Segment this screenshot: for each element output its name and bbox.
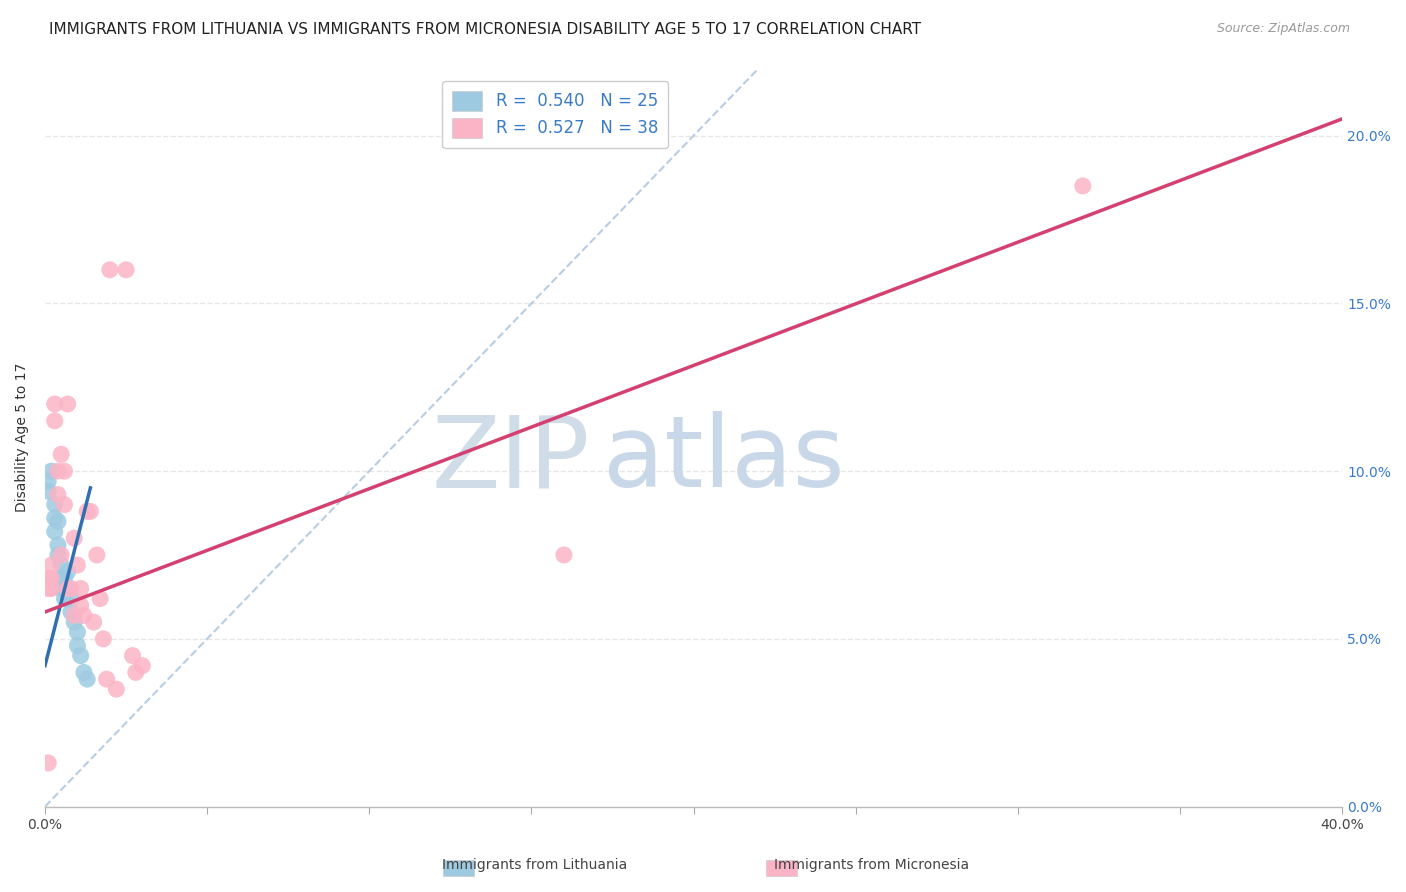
Point bbox=[53, 591, 76, 606]
Text: atlas: atlas bbox=[603, 411, 845, 508]
Point bbox=[44, 511, 66, 525]
Point bbox=[1071, 178, 1094, 193]
Point bbox=[66, 558, 89, 572]
Point bbox=[96, 672, 118, 686]
Point bbox=[37, 484, 59, 499]
Point bbox=[41, 572, 63, 586]
Point bbox=[53, 464, 76, 478]
Point bbox=[73, 665, 96, 680]
Point bbox=[59, 582, 82, 596]
Point bbox=[46, 538, 69, 552]
Text: Source: ZipAtlas.com: Source: ZipAtlas.com bbox=[1216, 22, 1350, 36]
Point bbox=[86, 548, 108, 562]
Point bbox=[59, 591, 82, 606]
Point bbox=[37, 572, 59, 586]
Point bbox=[51, 447, 73, 461]
Point bbox=[37, 756, 59, 770]
Point bbox=[46, 515, 69, 529]
Point bbox=[56, 565, 79, 579]
Point bbox=[46, 464, 69, 478]
Point bbox=[59, 605, 82, 619]
Point bbox=[44, 524, 66, 539]
Text: ZIP: ZIP bbox=[432, 411, 591, 508]
Point bbox=[37, 582, 59, 596]
Point bbox=[56, 397, 79, 411]
Point bbox=[125, 665, 148, 680]
Point bbox=[63, 615, 86, 629]
Point bbox=[69, 599, 91, 613]
Point bbox=[41, 464, 63, 478]
Point bbox=[69, 582, 91, 596]
Point bbox=[76, 504, 98, 518]
Point bbox=[41, 558, 63, 572]
Point bbox=[66, 625, 89, 640]
Point bbox=[44, 414, 66, 428]
Text: Immigrants from Micronesia: Immigrants from Micronesia bbox=[775, 858, 969, 872]
Point bbox=[56, 582, 79, 596]
Point bbox=[105, 682, 128, 697]
Point bbox=[44, 397, 66, 411]
Point bbox=[46, 548, 69, 562]
Point bbox=[73, 608, 96, 623]
Point bbox=[66, 639, 89, 653]
Y-axis label: Disability Age 5 to 17: Disability Age 5 to 17 bbox=[15, 363, 30, 512]
Point bbox=[51, 582, 73, 596]
Point bbox=[69, 648, 91, 663]
Point bbox=[63, 608, 86, 623]
Point bbox=[46, 487, 69, 501]
Point bbox=[89, 591, 111, 606]
Point bbox=[51, 572, 73, 586]
Point bbox=[51, 558, 73, 572]
Point bbox=[41, 582, 63, 596]
Point bbox=[553, 548, 575, 562]
Point bbox=[56, 582, 79, 596]
Point bbox=[53, 498, 76, 512]
Point bbox=[63, 531, 86, 545]
Point bbox=[115, 262, 138, 277]
Point bbox=[131, 658, 153, 673]
Point bbox=[121, 648, 143, 663]
Point bbox=[93, 632, 115, 646]
Point bbox=[53, 572, 76, 586]
Point bbox=[44, 498, 66, 512]
Point bbox=[79, 504, 101, 518]
Point bbox=[83, 615, 105, 629]
Text: Immigrants from Lithuania: Immigrants from Lithuania bbox=[441, 858, 627, 872]
Point bbox=[37, 474, 59, 488]
Point bbox=[51, 548, 73, 562]
Point bbox=[76, 672, 98, 686]
Text: IMMIGRANTS FROM LITHUANIA VS IMMIGRANTS FROM MICRONESIA DISABILITY AGE 5 TO 17 C: IMMIGRANTS FROM LITHUANIA VS IMMIGRANTS … bbox=[49, 22, 921, 37]
Point bbox=[53, 582, 76, 596]
Legend: R =  0.540   N = 25, R =  0.527   N = 38: R = 0.540 N = 25, R = 0.527 N = 38 bbox=[443, 80, 668, 148]
Point bbox=[98, 262, 121, 277]
